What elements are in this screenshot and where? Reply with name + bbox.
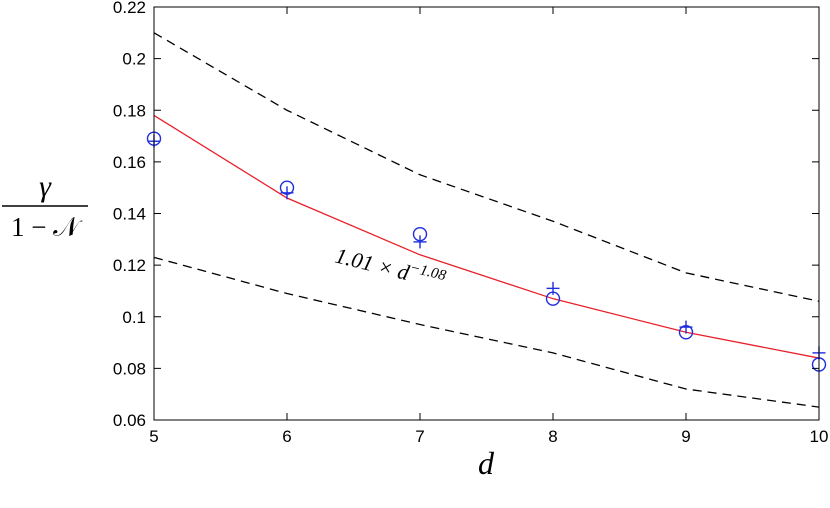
bound-line-2: [153, 256, 820, 408]
x-tick-label: 10: [810, 427, 829, 446]
y-tick-label: 0.12: [113, 256, 146, 275]
y-tick-label: 0.18: [113, 101, 146, 120]
bound-line-1: [153, 32, 820, 302]
ticks-layer: 5 6 7 8 9 10 0.06 0.08 0.1 0.12 0.14 0.16 0.18 0.2 0.2…: [113, 0, 829, 446]
y-axis-label-numerator: γ: [39, 170, 52, 203]
y-tick-label: 0.08: [113, 359, 146, 378]
x-tick-label: 6: [282, 427, 291, 446]
plus-marker: [679, 320, 693, 334]
y-tick-label: 0.22: [113, 0, 146, 17]
x-tick-label: 9: [681, 427, 690, 446]
x-axis-label: d: [478, 445, 495, 481]
y-axis-label-denominator: 1 − 𝒩: [11, 212, 83, 242]
y-tick-label: 0.1: [122, 308, 146, 327]
y-axis-label: γ 1 − 𝒩: [2, 170, 88, 242]
plus-marker: [546, 281, 560, 295]
plus-marker: [413, 235, 427, 249]
fit-line: [153, 114, 820, 359]
plus-marker: [280, 186, 294, 200]
x-tick-label: 5: [149, 427, 158, 446]
y-tick-label: 0.06: [113, 411, 146, 430]
y-tick-label: 0.16: [113, 153, 146, 172]
x-tick-label: 8: [548, 427, 557, 446]
x-tick-label: 7: [415, 427, 424, 446]
y-tick-label: 0.2: [122, 50, 146, 69]
y-tick-label: 0.14: [113, 205, 146, 224]
